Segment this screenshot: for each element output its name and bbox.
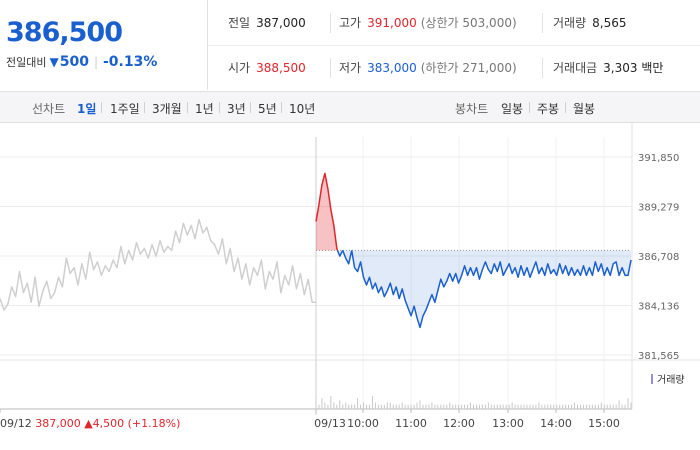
- tab-1y[interactable]: 1년: [195, 102, 214, 116]
- price-chart: 391,850 389,279 386,708 384,136 381,565 거래량 09…: [0, 122, 700, 430]
- stat-value: 383,000: [367, 60, 417, 75]
- tab-daily[interactable]: 일봉: [501, 102, 524, 116]
- x-tick-label: 10:00: [347, 417, 379, 430]
- x-tick-label: 14:00: [540, 417, 572, 430]
- stat-volume: 거래량 8,565: [542, 12, 627, 33]
- y-tick-label: 381,565: [638, 351, 679, 362]
- y-tick-label: 389,279: [638, 203, 679, 214]
- candle-chart-label: 봉차트: [455, 102, 489, 116]
- series-line-down: [336, 250, 344, 257]
- tab-divider: [565, 102, 566, 113]
- x-tick-label: 12:00: [443, 417, 475, 430]
- stats-row: 시가 388,500 저가 383,000 (하한가 271,000) 거래대금…: [208, 45, 700, 90]
- y-tick-label: 386,708: [638, 252, 679, 263]
- stat-label: 저가: [339, 61, 362, 75]
- volume-bars: [315, 396, 632, 409]
- reference-date: 09/12: [0, 417, 35, 430]
- change-label: 전일대비: [6, 56, 47, 69]
- price-change: 전일대비 ▼ 500 | -0.13%: [6, 54, 157, 70]
- down-arrow-icon: ▼: [49, 55, 59, 69]
- stat-label: 거래량: [553, 16, 587, 30]
- price-summary: 386,500 전일대비 ▼ 500 | -0.13%: [0, 0, 208, 90]
- tab-3y[interactable]: 3년: [227, 102, 246, 116]
- area-down: [351, 250, 631, 328]
- tab-divider: [187, 102, 188, 113]
- series-line-up: [315, 172, 339, 251]
- tab-divider: [281, 102, 282, 113]
- stat-note: (상한가 503,000): [420, 16, 517, 30]
- tab-divider: [529, 102, 530, 113]
- stat-value: 388,500: [256, 60, 306, 75]
- series-line-prev-day: [0, 218, 316, 311]
- stat-low: 저가 383,000 (하한가 271,000): [330, 57, 517, 78]
- stats-row: 전일 387,000 고가 391,000 (상한가 503,000) 거래량 …: [208, 0, 700, 46]
- stat-label: 시가: [228, 61, 251, 75]
- stats-panel: 전일 387,000 고가 391,000 (상한가 503,000) 거래량 …: [208, 0, 700, 90]
- chart-labels: 391,850 389,279 386,708 384,136 381,565 거래량 09…: [0, 153, 685, 430]
- tab-monthly[interactable]: 월봉: [573, 102, 596, 116]
- line-chart-label: 선차트: [32, 102, 66, 116]
- stat-value: 3,303 백만: [603, 61, 664, 75]
- divider: |: [93, 55, 98, 69]
- tab-divider: [250, 102, 251, 113]
- tab-divider: [144, 102, 145, 113]
- stat-value: 391,000: [367, 15, 417, 30]
- reference-price: 387,000: [35, 417, 84, 430]
- series-line-down: [350, 250, 632, 329]
- series-line-down: [342, 250, 353, 265]
- stat-value: 8,565: [592, 15, 627, 30]
- tab-3m[interactable]: 3개월: [152, 102, 182, 116]
- reference-info: 09/12 387,000 ▲4,500 (+1.18%): [0, 417, 180, 430]
- tab-10y[interactable]: 10년: [289, 102, 316, 116]
- stat-label: 거래대금: [553, 61, 598, 75]
- stat-label: 고가: [339, 16, 362, 30]
- chart-tabs: 선차트 1일 1주일 3개월 1년 3년 5년 10년 봉차트 일봉 주봉 월봉: [0, 91, 700, 123]
- x-tick-label: 11:00: [395, 417, 427, 430]
- chart-lines: [0, 172, 632, 329]
- stat-note: (하한가 271,000): [420, 61, 517, 75]
- x-tick-label: 09/13: [314, 417, 346, 430]
- change-percent: -0.13%: [103, 54, 158, 70]
- x-tick-label: 13:00: [492, 417, 524, 430]
- stat-value: 387,000: [256, 15, 306, 30]
- reference-change: ▲4,500 (+1.18%): [84, 417, 180, 430]
- y-tick-label: 391,850: [638, 153, 679, 164]
- x-tick-label: 15:00: [588, 417, 620, 430]
- stat-open: 시가 388,500: [228, 58, 306, 78]
- stat-label: 전일: [228, 16, 251, 30]
- volume-legend-swatch: [651, 374, 653, 384]
- volume-legend-label: 거래량: [657, 374, 685, 386]
- stat-prev-close: 전일 387,000: [228, 13, 306, 33]
- tab-1w[interactable]: 1주일: [110, 102, 140, 116]
- change-amount: 500: [59, 54, 89, 70]
- current-price: 386,500: [6, 17, 123, 48]
- tab-5y[interactable]: 5년: [258, 102, 277, 116]
- tab-weekly[interactable]: 주봉: [537, 102, 560, 116]
- y-tick-label: 384,136: [638, 302, 679, 313]
- tab-divider: [219, 102, 220, 113]
- tab-divider: [101, 102, 102, 113]
- tab-1d[interactable]: 1일: [77, 102, 97, 116]
- stat-high: 고가 391,000 (상한가 503,000): [330, 12, 517, 33]
- stat-amount: 거래대금 3,303 백만: [542, 57, 664, 78]
